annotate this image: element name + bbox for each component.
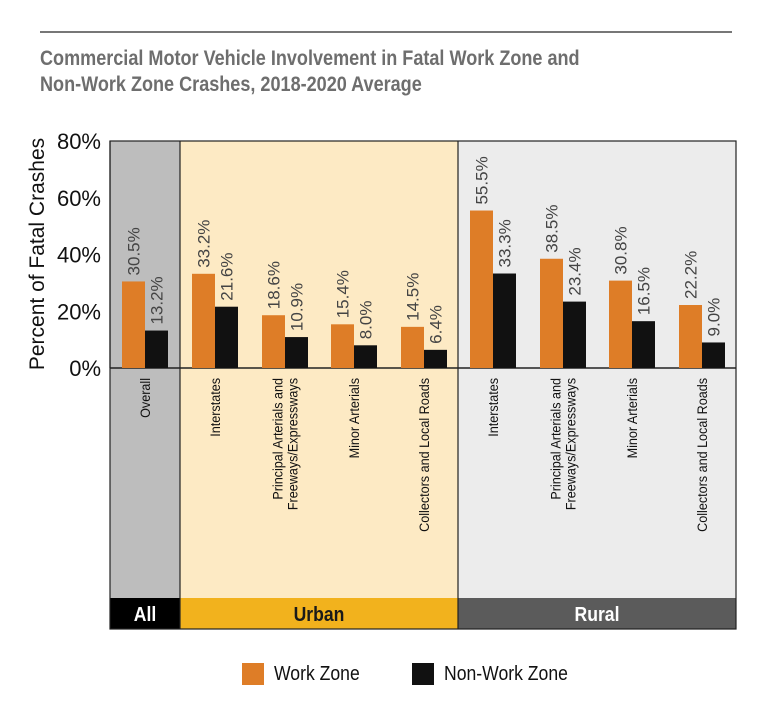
category-label: Collectors and Local Roads xyxy=(416,378,432,532)
y-tick-label: 80% xyxy=(57,129,101,154)
category-label: Interstates xyxy=(207,378,223,437)
chart-title-line-1: Commercial Motor Vehicle Involvement in … xyxy=(40,47,580,70)
plot-frame xyxy=(109,140,737,630)
top-rule xyxy=(40,31,732,33)
category-label: Freeways/Expressways xyxy=(285,378,301,510)
bar-non-work-zone xyxy=(493,273,516,368)
data-label-non-work-zone: 13.2% xyxy=(148,276,167,324)
data-label-work-zone: 15.4% xyxy=(334,270,353,318)
bar-non-work-zone xyxy=(702,342,725,368)
panel-urban xyxy=(180,141,458,598)
data-label-non-work-zone: 6.4% xyxy=(427,305,446,344)
panel-rural xyxy=(458,141,736,598)
bar-non-work-zone xyxy=(424,349,447,368)
bar-non-work-zone xyxy=(215,306,238,368)
chart-title: Commercial Motor Vehicle Involvement in … xyxy=(40,46,642,98)
data-label-non-work-zone: 8.0% xyxy=(357,301,376,340)
y-tick-label: 40% xyxy=(57,243,101,268)
legend-swatch-non-work-zone xyxy=(412,663,434,685)
y-tick-label: 20% xyxy=(57,299,101,324)
data-label-work-zone: 30.8% xyxy=(612,226,631,274)
data-label-work-zone: 14.5% xyxy=(404,273,423,321)
bar-work-zone xyxy=(401,326,424,368)
category-label: Overall xyxy=(137,378,153,418)
data-label-work-zone: 33.2% xyxy=(195,220,214,268)
bar-non-work-zone xyxy=(632,321,655,368)
bar-work-zone xyxy=(540,258,563,368)
legend-label-non-work-zone: Non-Work Zone xyxy=(444,662,568,685)
y-axis-label: Percent of Fatal Crashes xyxy=(26,138,49,370)
group-band-all xyxy=(110,598,180,629)
legend-swatch-work-zone xyxy=(242,663,264,685)
group-band-urban xyxy=(180,598,458,629)
bar-work-zone xyxy=(262,315,285,368)
legend-label-work-zone: Work Zone xyxy=(274,662,360,685)
category-label: Minor Arterials xyxy=(346,378,362,459)
data-label-non-work-zone: 23.4% xyxy=(566,247,585,295)
category-label: Interstates xyxy=(485,378,501,437)
bar-work-zone xyxy=(470,210,493,368)
bar-non-work-zone xyxy=(563,301,586,368)
bar-work-zone xyxy=(122,281,145,368)
category-label: Principal Arterials and xyxy=(270,378,286,500)
data-label-non-work-zone: 21.6% xyxy=(218,253,237,301)
bar-non-work-zone xyxy=(354,345,377,368)
panel-all xyxy=(110,141,180,598)
chart-legend: Work Zone Non-Work Zone xyxy=(0,660,768,690)
bar-non-work-zone xyxy=(145,330,168,368)
y-tick-label: 60% xyxy=(57,186,101,211)
data-label-work-zone: 30.5% xyxy=(125,227,144,275)
category-label: Freeways/Expressways xyxy=(563,378,579,510)
y-tick-label: 0% xyxy=(69,356,101,381)
category-label: Collectors and Local Roads xyxy=(694,378,710,532)
data-label-non-work-zone: 9.0% xyxy=(705,298,724,337)
data-label-work-zone: 55.5% xyxy=(473,156,492,204)
category-label: Principal Arterials and xyxy=(548,378,564,500)
chart-title-line-2: Non-Work Zone Crashes, 2018-2020 Average xyxy=(40,73,422,96)
group-label-urban: Urban xyxy=(294,603,345,625)
data-label-non-work-zone: 33.3% xyxy=(496,219,515,267)
data-label-work-zone: 38.5% xyxy=(543,205,562,253)
bar-work-zone xyxy=(331,324,354,368)
data-label-non-work-zone: 16.5% xyxy=(635,267,654,315)
group-label-rural: Rural xyxy=(575,603,620,625)
data-label-work-zone: 18.6% xyxy=(265,261,284,309)
bar-work-zone xyxy=(609,280,632,368)
category-label: Minor Arterials xyxy=(624,378,640,459)
bar-non-work-zone xyxy=(285,337,308,368)
group-band-rural xyxy=(458,598,736,629)
data-label-non-work-zone: 10.9% xyxy=(288,283,307,331)
bar-work-zone xyxy=(679,305,702,368)
legend-item-non-work-zone: Non-Work Zone xyxy=(412,662,585,686)
legend-item-work-zone: Work Zone xyxy=(242,662,371,686)
bar-work-zone xyxy=(192,273,215,368)
group-label-all: All xyxy=(134,603,156,625)
data-label-work-zone: 22.2% xyxy=(682,251,701,299)
